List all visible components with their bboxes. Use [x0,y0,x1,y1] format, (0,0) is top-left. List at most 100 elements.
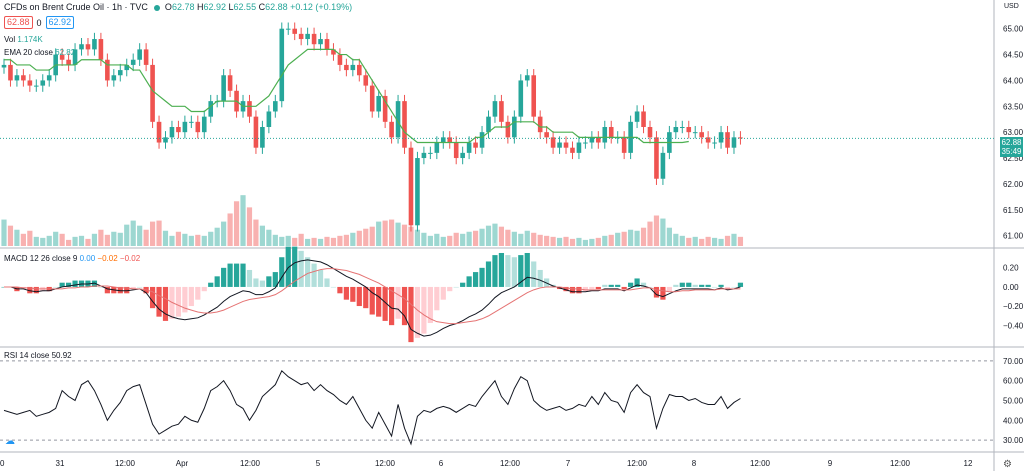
candle [279,22,285,108]
macd-histogram-bar [272,272,278,287]
volume-bar [72,236,78,246]
volume-bar [447,235,453,246]
volume-bar [285,235,291,246]
macd-histogram-bar [214,276,220,287]
candle [512,110,517,144]
candle [596,131,601,149]
macd-histogram-bar [505,255,511,287]
volume-bar [673,233,679,246]
bar-countdown: 35:49 [1001,147,1022,156]
macd-histogram-bar [175,286,182,317]
candle [163,131,168,149]
volume-bar [292,237,298,246]
volume-bar [85,238,91,246]
macd-histogram-bar [524,252,530,287]
volume-bar [731,233,737,246]
candle [21,69,26,87]
macd-histogram-bar [343,286,349,300]
macd-histogram-bar [621,286,627,290]
volume-bar [317,238,324,246]
candle [201,110,207,139]
candle [253,110,259,154]
volume-bar [621,231,627,246]
candle [285,22,291,35]
volume-bar [453,232,459,246]
volume-bar [427,235,433,246]
macd-histogram-bar [233,263,240,287]
macd-histogram-bar [724,286,731,290]
macd-histogram-bar [498,252,505,287]
volume-bar [679,235,685,246]
candle [105,53,110,87]
macd-value-2: −0.02 [97,254,118,263]
candle [124,58,130,77]
ema-legend[interactable]: EMA 20 close 62.82 [4,48,75,57]
macd-legend[interactable]: MACD 12 26 close 9 0.00 −0.02 −0.02 [4,254,140,263]
macd-histogram-bar [137,286,143,288]
time-tick-label: 12:00 [375,459,396,468]
settings-gear-icon[interactable]: ⚙ [1003,459,1012,470]
rsi-tick-label: 30.00 [1003,436,1024,445]
candle [247,94,252,123]
macd-histogram-bar [53,286,59,288]
rsi-legend[interactable]: RSI 14 close 50.92 [4,351,72,360]
price-tick-label: 62.50 [1003,154,1024,163]
volume-bar [343,234,349,246]
macd-histogram-bar [666,286,672,292]
volume-legend[interactable]: Vol 1.174K [4,35,43,44]
candle [647,120,653,144]
macd-histogram-bar [731,286,737,288]
candle [453,136,459,165]
volume-bar [78,235,85,246]
volume-bar [66,239,72,246]
volume-bar [350,232,356,246]
macd-histogram-bar [589,286,595,290]
volume-bar [14,229,20,246]
cloud-icon[interactable]: ☁ [5,436,15,447]
close-key: C [258,2,266,12]
sell-button[interactable]: 62.88 [4,16,33,29]
macd-histogram-bar [311,263,317,287]
volume-bar [505,229,511,246]
volume-bar [324,236,330,246]
macd-histogram-bar [576,286,582,294]
macd-value-3: −0.02 [119,254,141,263]
candle [176,120,181,139]
macd-histogram-bar [718,284,724,287]
macd-pane [1,246,744,343]
last-price-tag: 62.88 35:49 [1000,137,1023,157]
macd-histogram-bar [569,286,576,294]
macd-histogram-bar [485,261,492,287]
low-key: L [228,2,234,12]
macd-histogram-bar [447,286,453,292]
volume-bar [479,228,485,246]
volume-bar [524,230,530,246]
ema-label: EMA 20 close [4,48,53,57]
macd-histogram-bar [472,272,479,287]
volume-bar [356,230,362,246]
symbol-title[interactable]: CFDs on Brent Crude Oil · 1h · TVC [4,2,148,12]
candle [473,136,478,154]
volume-bar [628,229,634,246]
volume-bar [149,221,156,246]
candle [699,125,704,144]
macd-histogram-bar [156,286,162,317]
volume-bar [556,237,563,246]
volume-bar [511,231,517,246]
volume-bar [608,234,614,246]
buy-button[interactable]: 62.92 [45,16,75,29]
ohlc-values: O62.78 H62.92 L62.55 C62.88 +0.12 (+0.19… [165,2,352,12]
price-tick-label: 64.00 [1003,76,1024,85]
macd-histogram-bar [427,286,433,324]
macd-value-1: 0.00 [79,254,96,263]
macd-histogram-bar [208,282,214,287]
volume-bar [253,219,259,246]
high-key: H [196,2,204,12]
candle [725,125,730,154]
candle [589,131,595,149]
macd-histogram-bar [608,284,614,287]
volume-bar [466,231,472,246]
candle [440,131,446,149]
volume-bar [647,221,653,246]
candle [305,27,310,46]
